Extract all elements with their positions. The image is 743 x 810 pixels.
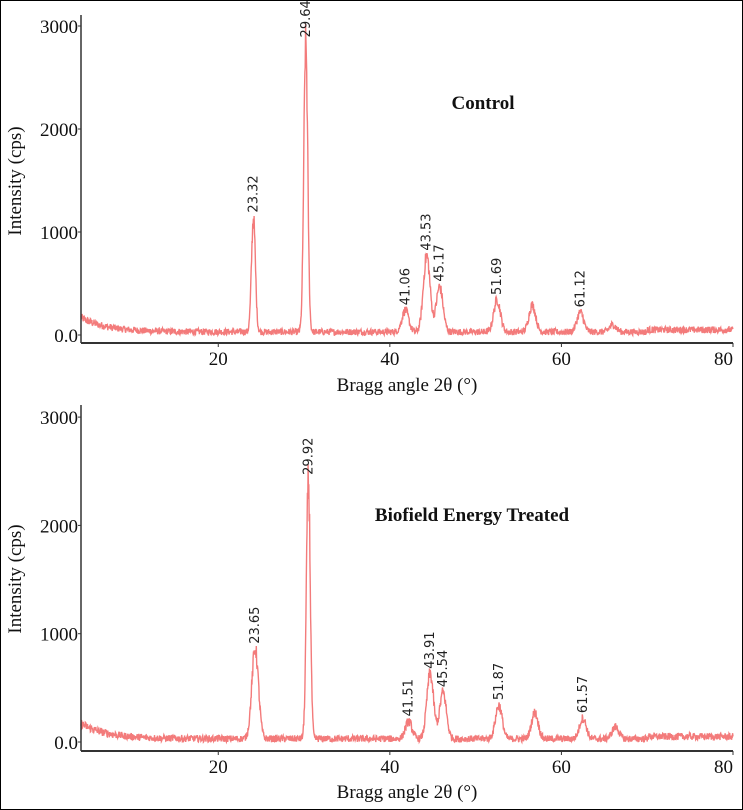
y-tick-label: 0.0	[54, 326, 78, 347]
y-tick-label: 3000	[40, 408, 78, 429]
y-tick-label: 2000	[40, 120, 78, 141]
chart-title: Control	[452, 93, 515, 114]
y-tick-label: 2000	[40, 516, 78, 537]
peak-label: 61.57	[576, 676, 591, 713]
peak-label: 51.87	[492, 663, 507, 700]
x-tick-label: 40	[380, 349, 399, 370]
peak-label: 41.06	[398, 268, 413, 305]
x-tick-label: 80	[714, 757, 733, 778]
peak-label: 23.65	[248, 607, 263, 644]
peak-label: 45.17	[433, 244, 448, 281]
y-tick-label: 0.0	[54, 733, 78, 754]
x-tick-label: 20	[209, 349, 228, 370]
y-tick-label: 3000	[40, 17, 78, 38]
peak-label: 29.64	[299, 1, 314, 37]
peak-label: 51.69	[490, 258, 505, 295]
xrd-trace-2	[80, 464, 734, 745]
y-axis-label: Intensity (cps)	[5, 524, 26, 633]
x-tick-label: 60	[552, 349, 571, 370]
x-tick-label: 60	[552, 757, 571, 778]
peak-label: 29.92	[301, 438, 316, 475]
peak-label: 23.32	[246, 175, 261, 212]
peak-label: 43.53	[420, 213, 435, 250]
y-tick-label: 1000	[40, 223, 78, 244]
peak-label: 61.12	[573, 270, 588, 307]
x-tick-label: 20	[209, 757, 228, 778]
peak-label: 41.51	[402, 679, 417, 716]
x-tick-label: 40	[380, 757, 399, 778]
chart-title: Biofield Energy Treated	[375, 505, 570, 526]
x-axis-label: Bragg angle 2θ (°)	[337, 782, 478, 803]
peak-label: 45.54	[436, 650, 451, 687]
y-axis-label: Intensity (cps)	[5, 126, 26, 235]
peak-label: 43.91	[423, 631, 438, 668]
y-tick-label: 1000	[40, 625, 78, 646]
x-axis-label: Bragg angle 2θ (°)	[337, 375, 478, 396]
xrd-trace-1	[80, 24, 734, 338]
x-tick-label: 80	[714, 349, 733, 370]
